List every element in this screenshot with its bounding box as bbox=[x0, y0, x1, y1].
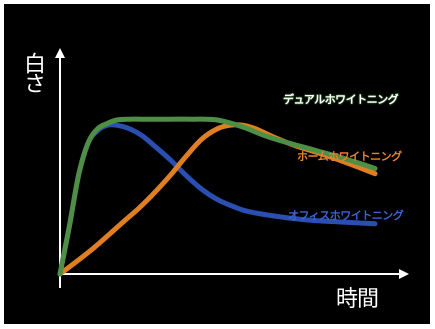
x-axis-title: 時間 bbox=[336, 287, 379, 312]
series-layer bbox=[57, 116, 378, 277]
legend-home-whitening: ホームホワイトニング bbox=[297, 150, 402, 163]
series-dual-whitening-line bbox=[57, 116, 378, 277]
legend-office-whitening: オフィスホワイトニング bbox=[288, 209, 404, 222]
y-axis-title: 白さ bbox=[20, 52, 45, 92]
legend-dual-whitening: デュアルホワイトニング bbox=[283, 93, 399, 106]
series-office-whitening-line bbox=[57, 122, 378, 277]
